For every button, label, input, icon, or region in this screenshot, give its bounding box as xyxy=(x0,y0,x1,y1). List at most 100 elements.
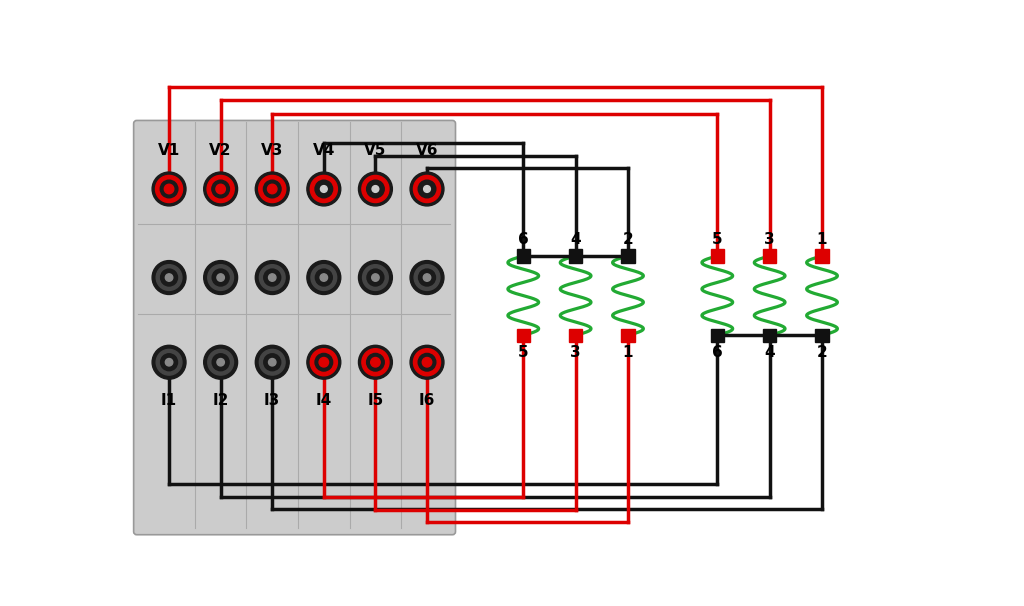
Bar xyxy=(711,328,724,342)
Bar xyxy=(517,250,529,262)
Text: 4: 4 xyxy=(570,231,581,247)
Bar xyxy=(815,328,828,342)
Circle shape xyxy=(204,345,238,379)
Bar xyxy=(569,328,583,342)
Circle shape xyxy=(264,354,281,371)
Bar xyxy=(763,328,776,342)
Circle shape xyxy=(153,345,186,379)
Circle shape xyxy=(358,172,392,206)
Circle shape xyxy=(410,261,444,295)
Text: V3: V3 xyxy=(261,143,284,158)
Circle shape xyxy=(208,265,233,290)
Bar xyxy=(569,250,583,262)
Text: I5: I5 xyxy=(368,393,384,408)
Circle shape xyxy=(216,184,225,194)
Text: 1: 1 xyxy=(623,345,633,360)
Circle shape xyxy=(267,184,276,194)
Circle shape xyxy=(212,269,229,286)
FancyBboxPatch shape xyxy=(134,121,456,534)
Circle shape xyxy=(372,185,379,192)
Circle shape xyxy=(259,265,285,290)
Text: V5: V5 xyxy=(365,143,387,158)
Circle shape xyxy=(410,172,444,206)
Text: I2: I2 xyxy=(212,393,228,408)
Circle shape xyxy=(160,180,178,198)
Circle shape xyxy=(161,354,177,371)
Text: V1: V1 xyxy=(158,143,180,158)
Circle shape xyxy=(165,359,173,366)
Circle shape xyxy=(307,172,341,206)
Circle shape xyxy=(410,345,444,379)
Circle shape xyxy=(418,180,436,198)
Text: 3: 3 xyxy=(764,231,775,247)
Circle shape xyxy=(157,265,182,290)
Circle shape xyxy=(367,353,384,371)
Text: 2: 2 xyxy=(817,345,827,360)
Circle shape xyxy=(255,345,289,379)
Circle shape xyxy=(310,348,337,376)
Circle shape xyxy=(424,185,430,192)
Circle shape xyxy=(419,269,435,286)
Circle shape xyxy=(212,354,229,371)
Circle shape xyxy=(319,358,329,367)
Text: 5: 5 xyxy=(518,345,528,360)
Text: I1: I1 xyxy=(161,393,177,408)
Bar xyxy=(622,328,635,342)
Circle shape xyxy=(414,348,440,376)
Circle shape xyxy=(153,172,186,206)
Circle shape xyxy=(310,176,337,202)
Circle shape xyxy=(255,172,289,206)
Circle shape xyxy=(361,348,389,376)
Text: 6: 6 xyxy=(518,231,528,247)
Circle shape xyxy=(414,265,440,290)
Text: V4: V4 xyxy=(312,143,335,158)
Circle shape xyxy=(361,176,389,202)
Circle shape xyxy=(268,274,275,281)
Circle shape xyxy=(208,350,233,375)
Text: V2: V2 xyxy=(209,143,231,158)
Text: 1: 1 xyxy=(817,231,827,247)
Circle shape xyxy=(423,274,431,281)
Circle shape xyxy=(371,358,380,367)
Bar xyxy=(711,250,724,262)
Text: 2: 2 xyxy=(623,231,634,247)
Circle shape xyxy=(164,184,174,194)
Text: 3: 3 xyxy=(570,345,581,360)
Circle shape xyxy=(307,345,341,379)
Circle shape xyxy=(315,269,333,286)
Circle shape xyxy=(367,180,384,198)
Circle shape xyxy=(372,274,379,281)
Text: I4: I4 xyxy=(315,393,332,408)
Bar xyxy=(517,328,529,342)
Circle shape xyxy=(259,176,286,202)
Circle shape xyxy=(259,350,285,375)
Bar xyxy=(622,250,635,262)
Text: I6: I6 xyxy=(419,393,435,408)
Circle shape xyxy=(255,261,289,295)
Circle shape xyxy=(204,172,238,206)
Circle shape xyxy=(321,185,328,192)
Text: 4: 4 xyxy=(764,345,775,360)
Text: 5: 5 xyxy=(712,231,723,247)
Circle shape xyxy=(268,359,275,366)
Circle shape xyxy=(311,265,337,290)
Circle shape xyxy=(362,265,388,290)
Circle shape xyxy=(157,350,182,375)
Circle shape xyxy=(422,358,432,367)
Circle shape xyxy=(204,261,238,295)
Circle shape xyxy=(263,180,281,198)
Circle shape xyxy=(217,274,224,281)
Circle shape xyxy=(161,269,177,286)
Circle shape xyxy=(358,345,392,379)
Circle shape xyxy=(418,353,436,371)
Circle shape xyxy=(315,180,333,198)
Circle shape xyxy=(321,274,328,281)
Circle shape xyxy=(367,269,384,286)
Circle shape xyxy=(315,353,333,371)
Circle shape xyxy=(264,269,281,286)
Circle shape xyxy=(153,261,186,295)
Bar xyxy=(815,250,828,262)
Text: 6: 6 xyxy=(712,345,723,360)
Text: I3: I3 xyxy=(264,393,281,408)
Circle shape xyxy=(307,261,341,295)
